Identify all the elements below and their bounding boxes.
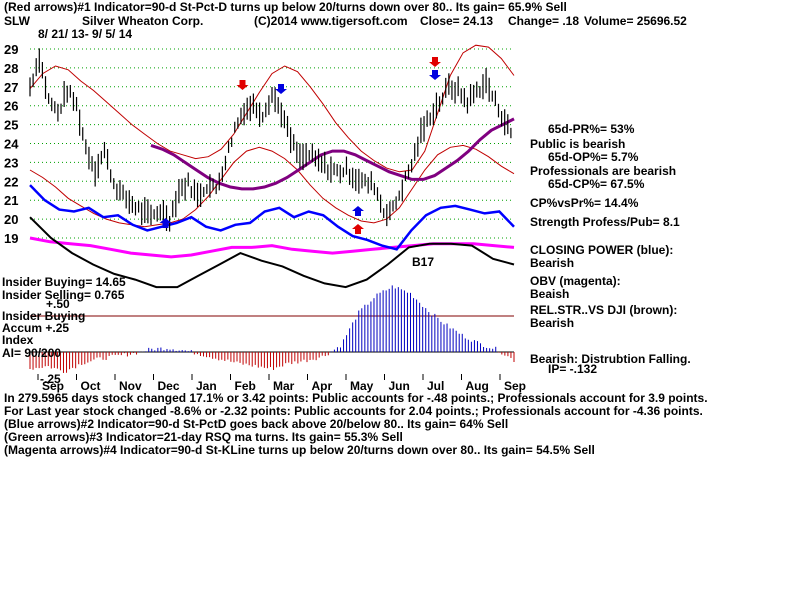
footer-line-5: (Magenta arrows)#4 Indicator=90-d St-KLi… xyxy=(4,443,595,457)
y-tick-28: 28 xyxy=(4,61,18,76)
accum-index-label: Index xyxy=(2,333,34,347)
signal-arrows xyxy=(159,57,441,234)
company-name: Silver Wheaton Corp. xyxy=(82,14,204,28)
date-range: 8/ 21/ 13- 9/ 5/ 14 xyxy=(38,27,133,41)
insider-selling: Insider Selling= 0.765 xyxy=(2,288,125,302)
copyright: (C)2014 www.tigersoft.com xyxy=(254,14,408,28)
closing-power-status: Bearish xyxy=(530,256,575,270)
ai-value: AI= 90/200 xyxy=(2,346,62,360)
month-label-dec: Dec xyxy=(158,379,180,393)
lower-band-line xyxy=(29,144,515,228)
relstr-status: Bearish xyxy=(530,316,575,330)
red-up-arrow xyxy=(352,224,364,234)
y-tick-25: 25 xyxy=(4,118,18,133)
accum-plus25-label: Accum +.25 xyxy=(2,321,70,335)
red-down-arrow xyxy=(429,57,441,67)
moving-average-layer xyxy=(150,117,515,191)
change-value: Change= .18 xyxy=(508,14,580,28)
close-value: Close= 24.13 xyxy=(420,14,494,28)
accum-index-layer xyxy=(29,285,515,373)
y-tick-27: 27 xyxy=(4,80,18,95)
moving-average-line xyxy=(150,117,515,191)
y-tick-23: 23 xyxy=(4,155,18,170)
y-tick-19: 19 xyxy=(4,231,18,246)
y-tick-29: 29 xyxy=(4,42,18,57)
bollinger-bands xyxy=(29,44,515,228)
price-bars-layer xyxy=(29,48,512,232)
relstr-line xyxy=(29,216,515,289)
month-label-sep: Sep xyxy=(504,379,526,393)
b17-signal: B17 xyxy=(412,255,435,269)
month-label-may: May xyxy=(350,379,374,393)
month-axis: Sep Oct Nov Dec Jan Feb Mar Apr May Jun Jul Aug Sep xyxy=(37,374,526,393)
month-label-jul: Jul xyxy=(427,379,444,393)
month-label-aug: Aug xyxy=(466,379,489,393)
footer-line-1: In 279.5965 days stock changed 17.1% or … xyxy=(4,391,708,405)
footer-line-4: (Green arrows)#3 Indicator=21-day RSQ ma… xyxy=(4,430,403,444)
blue-down-arrow xyxy=(275,84,287,94)
blue-up-arrow xyxy=(352,206,364,216)
blue-up-arrow xyxy=(159,218,172,228)
month-label-nov: Nov xyxy=(119,379,142,393)
upper-band-line xyxy=(29,44,515,173)
pr-percent: 65d-PR%= 53% xyxy=(548,122,635,136)
red-down-arrow xyxy=(236,80,249,90)
month-label-oct: Oct xyxy=(81,379,101,393)
closing-power-label: CLOSING POWER (blue): xyxy=(530,243,674,257)
symbol: SLW xyxy=(4,14,30,28)
cp-percent: 65d-CP%= 67.5% xyxy=(548,177,645,191)
strength-ratio: Strength Profess/Pub= 8.1 xyxy=(530,215,680,229)
obv-label: OBV (magenta): xyxy=(530,274,621,288)
relstr-label: REL.STR..VS DJI (brown): xyxy=(530,303,678,317)
op-percent: 65d-OP%= 5.7% xyxy=(548,150,639,164)
accum-title: Insider Buying xyxy=(2,309,86,323)
closing-power-line xyxy=(29,184,515,251)
cp-vs-pr: CP%vsPr%= 14.4% xyxy=(530,196,639,210)
public-status: Public is bearish xyxy=(530,137,626,151)
obv-layer xyxy=(29,236,515,259)
price-axis-ticks: 29 28 27 26 25 24 23 22 21 20 19 xyxy=(4,42,19,246)
footer-line-3: (Blue arrows)#2 Indicator=90-d St-PctD g… xyxy=(4,417,509,431)
month-label-jan: Jan xyxy=(196,379,217,393)
month-label-mar: Mar xyxy=(273,379,295,393)
obv-line xyxy=(29,236,515,259)
footer-line-2: For Last year stock changed -8.6% or -2.… xyxy=(4,404,703,418)
y-tick-24: 24 xyxy=(4,137,19,152)
month-label-sep: Sep xyxy=(42,379,64,393)
insider-buying: Insider Buying= 14.65 xyxy=(2,275,126,289)
accum-status: Bearish: Distrubtion Falling. xyxy=(530,352,691,366)
ip-value: IP= -.132 xyxy=(548,362,598,376)
y-tick-22: 22 xyxy=(4,174,18,189)
relstr-layer xyxy=(29,216,515,289)
closing-power-layer xyxy=(29,184,515,251)
y-tick-20: 20 xyxy=(4,212,18,227)
y-tick-21: 21 xyxy=(4,193,18,208)
month-label-feb: Feb xyxy=(235,379,256,393)
month-label-jun: Jun xyxy=(389,379,410,393)
indicator-1-caption: (Red arrows)#1 Indicator=90-d St-Pct-D t… xyxy=(4,0,567,14)
blue-down-arrow xyxy=(429,70,441,80)
professionals-status: Professionals are bearish xyxy=(530,164,677,178)
month-label-apr: Apr xyxy=(312,379,333,393)
obv-status: Beaish xyxy=(530,287,570,301)
y-tick-26: 26 xyxy=(4,99,18,114)
volume-value: Volume= 25696.52 xyxy=(584,14,687,28)
accum-plus50-label: +.50 xyxy=(46,297,70,311)
accum-minus25-label: -.25 xyxy=(40,372,61,386)
